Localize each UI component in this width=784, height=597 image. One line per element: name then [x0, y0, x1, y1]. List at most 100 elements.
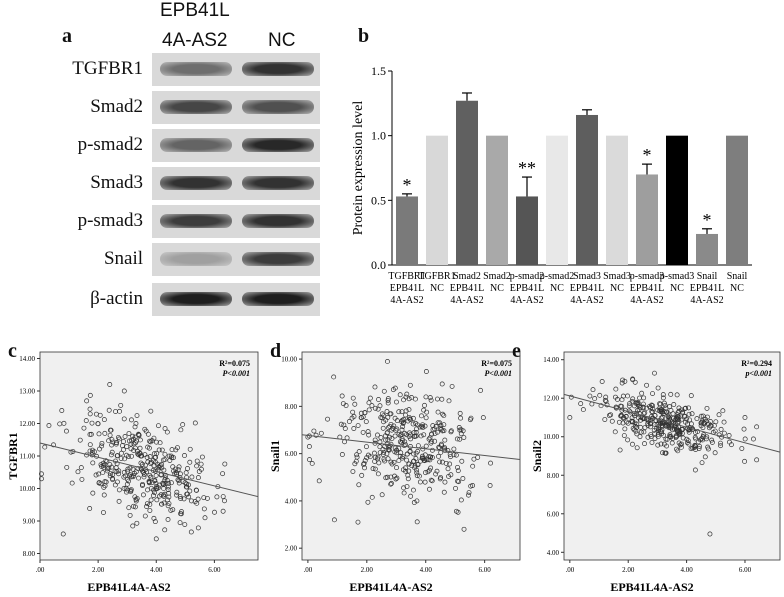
data-point: [707, 531, 713, 537]
data-point: [704, 405, 710, 411]
bar-category-label: NC: [610, 283, 624, 294]
data-point: [118, 456, 124, 461]
bar-category-label: Smad2: [453, 271, 481, 282]
data-point: [177, 520, 183, 526]
data-point: [692, 443, 698, 449]
blot-band-lane1: [160, 62, 232, 76]
data-point: [220, 471, 226, 477]
data-point: [410, 458, 416, 464]
data-point: [96, 431, 102, 437]
bar-category-label: Snail: [697, 271, 718, 282]
data-point: [127, 512, 133, 518]
data-point: [145, 444, 151, 450]
data-point: [98, 481, 104, 487]
data-point: [412, 463, 418, 469]
data-point: [378, 435, 384, 440]
data-point: [683, 405, 689, 411]
data-point: [306, 444, 312, 449]
data-point: [441, 489, 447, 495]
data-point: [645, 418, 651, 424]
x-tick-label: .00: [304, 566, 313, 574]
data-point: [163, 472, 169, 478]
data-point: [101, 417, 107, 423]
data-point: [351, 414, 357, 419]
data-point: [676, 440, 682, 446]
data-point: [704, 421, 710, 427]
data-point: [470, 483, 476, 488]
y-tick-label: 14.00: [19, 355, 35, 363]
bar-y-tick-label: 1.0: [371, 129, 386, 143]
data-point: [87, 432, 93, 437]
data-point: [396, 409, 402, 415]
data-point: [350, 469, 356, 474]
data-point: [438, 425, 443, 431]
data-point: [388, 481, 394, 487]
bar: [426, 135, 448, 265]
data-point: [622, 426, 628, 432]
data-point: [599, 379, 605, 384]
data-point: [177, 493, 183, 499]
blot-strip: [152, 205, 320, 238]
blot-band-lane1: [160, 100, 232, 114]
data-point: [187, 488, 193, 494]
data-point: [116, 471, 122, 477]
data-point: [423, 369, 429, 374]
data-point: [214, 494, 220, 500]
data-point: [168, 480, 174, 486]
data-point: [434, 468, 440, 474]
data-point: [369, 403, 375, 409]
x-axis-label: EPB41L4A-AS2: [87, 580, 170, 594]
data-point: [140, 492, 146, 498]
western-blot-panel: TGFBR1 Smad2 p-smad2 Smad3 p-smad3 Snail β-act…: [0, 0, 330, 320]
data-point: [592, 396, 598, 402]
data-point: [384, 359, 390, 364]
data-point: [39, 476, 44, 482]
data-point: [148, 497, 154, 503]
data-point: [195, 525, 201, 531]
data-point: [627, 401, 633, 406]
y-tick-label: 14.00: [543, 356, 559, 364]
data-point: [432, 430, 438, 436]
bar-chart-panel-b: Protein expression level 0.0 0.5 1.0 1.5 * TGF…: [351, 64, 752, 306]
data-point: [375, 456, 380, 462]
bar-category-label: Snail: [727, 271, 748, 282]
data-point: [423, 470, 428, 476]
data-point: [437, 459, 443, 465]
data-point: [318, 430, 324, 436]
data-point: [447, 451, 453, 457]
data-point: [166, 453, 172, 459]
blot-band-lane1: [160, 214, 232, 228]
blot-strip: [152, 167, 320, 200]
data-point: [700, 434, 706, 440]
data-point: [449, 383, 455, 389]
blot-strip: [152, 243, 320, 276]
bar-category-label: p-smad2: [540, 271, 574, 282]
data-point: [176, 464, 182, 470]
data-point: [147, 508, 153, 513]
data-point: [620, 415, 626, 421]
data-point: [134, 413, 140, 418]
data-point: [416, 473, 422, 479]
data-point: [166, 494, 172, 500]
data-point: [106, 465, 112, 471]
data-point: [101, 464, 107, 470]
data-point: [442, 445, 447, 450]
data-point: [166, 490, 172, 496]
data-point: [121, 469, 127, 475]
data-point: [381, 456, 387, 462]
data-point: [188, 529, 194, 535]
data-point: [154, 439, 159, 445]
data-point: [433, 424, 439, 429]
data-point: [388, 421, 394, 427]
data-point: [619, 403, 625, 409]
data-point: [87, 411, 93, 417]
blot-band-lane2: [242, 292, 314, 306]
data-point: [426, 436, 432, 442]
data-point: [668, 391, 674, 397]
x-axis-label: EPB41L4A-AS2: [349, 580, 432, 594]
data-point: [159, 447, 165, 453]
data-point: [658, 441, 664, 447]
data-point: [459, 458, 465, 464]
data-point: [652, 370, 657, 376]
data-point: [102, 430, 108, 436]
